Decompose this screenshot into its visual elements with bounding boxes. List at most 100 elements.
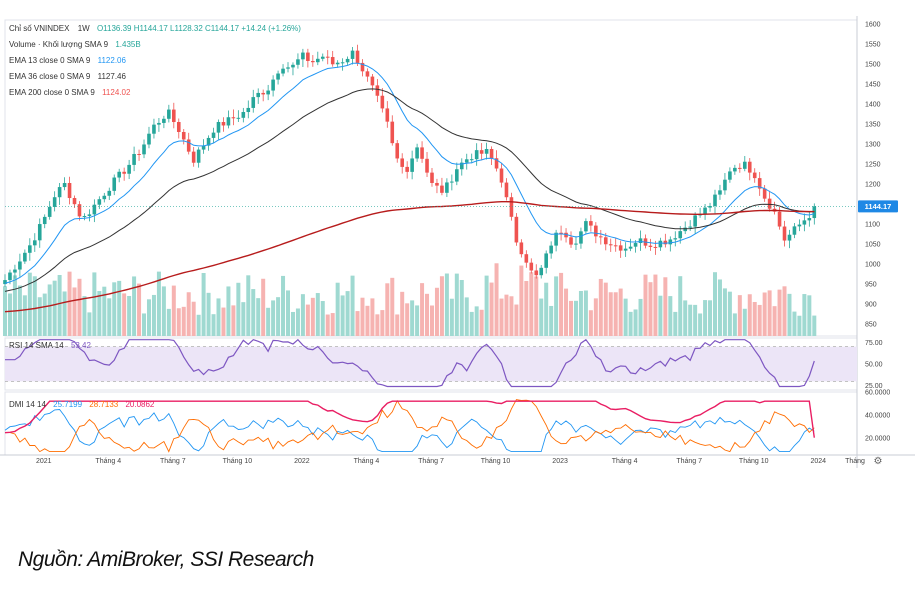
candle-body xyxy=(584,221,588,232)
candle-body xyxy=(47,206,52,217)
volume-bar xyxy=(395,314,400,336)
volume-bar xyxy=(514,304,519,336)
time-tick-label: Tháng 4 xyxy=(354,458,380,465)
candle-body xyxy=(757,178,762,189)
chart-area[interactable]: 8509009501000105011001150120012501300135… xyxy=(0,0,915,480)
candle-body xyxy=(474,150,479,160)
volume-bar xyxy=(201,273,206,336)
volume-bar xyxy=(146,299,151,336)
volume-bar xyxy=(420,283,425,336)
price-tick-label: 1050 xyxy=(865,242,881,249)
candle-body xyxy=(97,199,102,205)
candle-body xyxy=(410,158,414,172)
volume-bar xyxy=(127,295,132,336)
legend-main: Chỉ số VNINDEX 1W O1136.39 H1144.17 L112… xyxy=(9,24,301,33)
candle-body xyxy=(638,238,643,244)
candle-body xyxy=(559,232,563,234)
candle-body xyxy=(320,56,325,59)
candle-body xyxy=(13,269,17,273)
volume-bar xyxy=(762,292,767,336)
candle-body xyxy=(455,169,459,182)
candle-body xyxy=(18,261,22,270)
volume-bar xyxy=(186,292,191,336)
candle-body xyxy=(87,214,92,217)
volume-bar xyxy=(271,300,276,336)
volume-bar xyxy=(524,280,529,336)
candle-body xyxy=(628,246,633,249)
candle-body xyxy=(340,62,345,64)
volume-bar xyxy=(449,298,454,336)
candle-body xyxy=(261,92,265,95)
volume-bar xyxy=(266,307,271,336)
volume-bar xyxy=(429,305,434,336)
candle-body xyxy=(464,159,469,163)
volume-bar xyxy=(554,276,559,336)
candle-body xyxy=(127,164,131,174)
volume-bar xyxy=(310,297,315,336)
volume-bar xyxy=(812,315,817,336)
candle-body xyxy=(360,62,365,72)
volume-bar xyxy=(82,296,87,336)
candle-body xyxy=(693,215,697,227)
volume-bar xyxy=(782,286,787,336)
source-caption: Nguồn: AmiBroker, SSI Research xyxy=(18,548,314,571)
volume-bar xyxy=(176,308,181,336)
candle-body xyxy=(728,171,732,180)
candle-body xyxy=(77,204,82,217)
volume-bar xyxy=(92,272,97,336)
candle-body xyxy=(330,57,335,65)
volume-bar xyxy=(52,280,57,336)
legend-ema200-label: EMA 200 close 0 SMA 9 xyxy=(9,88,95,97)
price-tick-label: 1300 xyxy=(865,142,881,149)
volume-bar xyxy=(454,273,459,336)
volume-bar xyxy=(161,286,166,336)
candle-body xyxy=(380,95,385,109)
volume-bar xyxy=(713,272,717,336)
candle-body xyxy=(67,183,72,199)
candle-body xyxy=(658,240,663,248)
time-tick-label: Tháng 10 xyxy=(481,458,511,465)
candle-body xyxy=(296,59,300,65)
volume-bar xyxy=(142,313,147,336)
candle-body xyxy=(653,246,658,248)
candle-body xyxy=(52,197,57,207)
candle-body xyxy=(668,239,673,245)
volume-bar xyxy=(529,272,534,336)
volume-bar xyxy=(598,278,603,336)
candle-body xyxy=(117,171,121,178)
candle-body xyxy=(733,167,737,172)
candle-body xyxy=(201,145,206,150)
candle-body xyxy=(623,248,628,251)
volume-bar xyxy=(747,294,752,336)
volume-bar xyxy=(772,306,777,336)
volume-bar xyxy=(22,295,27,336)
time-tick-label: 2024 xyxy=(810,458,826,465)
candle-body xyxy=(812,206,817,219)
volume-bar xyxy=(191,301,196,336)
time-tick-label: Tháng 7 xyxy=(160,458,186,465)
volume-bar xyxy=(151,294,156,336)
price-tick-label: 1550 xyxy=(865,42,881,49)
candle-body xyxy=(524,254,529,263)
volume-bar xyxy=(484,275,489,336)
candle-body xyxy=(738,167,742,169)
volume-bar xyxy=(410,300,415,336)
legend-ema200: EMA 200 close 0 SMA 9 1124.02 xyxy=(9,88,130,97)
volume-bar xyxy=(276,297,281,336)
volume-bar xyxy=(300,294,305,336)
volume-bar xyxy=(290,311,295,336)
settings-gear-icon[interactable]: ⚙ xyxy=(874,456,883,467)
candle-body xyxy=(172,109,176,123)
candle-body xyxy=(613,245,618,247)
volume-bar xyxy=(390,277,395,336)
volume-bar xyxy=(350,275,355,336)
candle-body xyxy=(435,182,439,186)
candle-body xyxy=(718,190,722,195)
ema13-line xyxy=(4,62,815,284)
candle-body xyxy=(494,158,499,169)
volume-bar xyxy=(658,295,663,336)
candle-body xyxy=(782,226,787,241)
volume-bar xyxy=(593,298,598,336)
candle-body xyxy=(271,79,275,91)
candle-body xyxy=(678,231,683,239)
